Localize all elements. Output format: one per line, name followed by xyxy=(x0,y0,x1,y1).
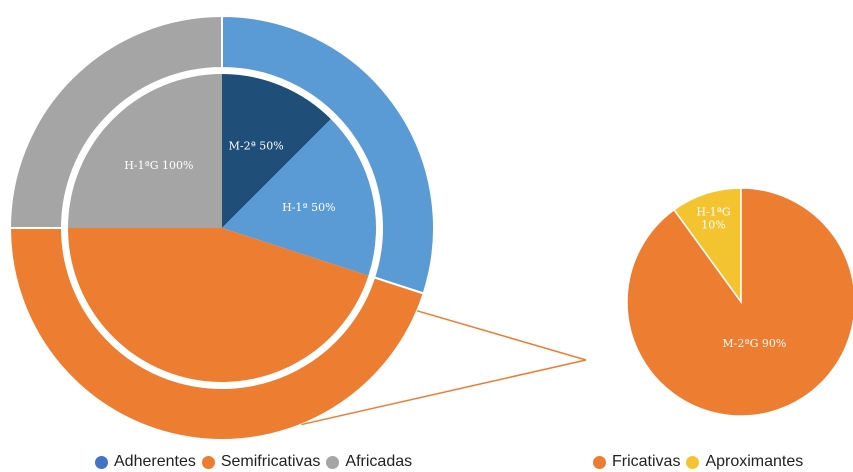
detail-label-1-line-1: H-1ªG xyxy=(696,205,730,218)
legend-label: Adherentes xyxy=(114,453,196,470)
legend-item-aproximantes: Aproximantes xyxy=(686,453,803,471)
outer-slice-africadas xyxy=(8,14,223,229)
legend-swatch xyxy=(95,455,108,469)
detail-label-1: H-1ªG 10% xyxy=(696,205,730,231)
inner-label-1: M-2ª 50% xyxy=(229,139,284,152)
detail-label-2-line-1: M-2ªG 90% xyxy=(722,337,786,350)
legend-swatch xyxy=(201,455,215,469)
inner-label-4: H-1ªG 100% xyxy=(124,159,193,172)
legend-label: Africadas xyxy=(345,453,413,470)
legend-item-africadas: Africadas xyxy=(326,453,412,471)
legend-item-fricativas: Fricativas xyxy=(593,453,680,471)
inner-slice-1 xyxy=(222,74,331,228)
connector-lines xyxy=(301,310,587,426)
legend-label: Semifricativas xyxy=(220,453,321,470)
legend-item-adherentes: Adherentes xyxy=(95,453,196,471)
inner-label-4-line-1: H-1ªG 100% xyxy=(124,159,193,172)
legend-main: Adherentes Semifricativas Africadas xyxy=(95,452,418,472)
legend-swatch xyxy=(593,455,606,469)
outer-slice-semifricativas xyxy=(8,227,425,441)
legend-detail: Fricativas Aproximantes xyxy=(593,452,809,472)
legend-swatch xyxy=(686,455,700,469)
inner-label-1-line-1: M-2ª 50% xyxy=(229,139,284,152)
inner-slice-2 xyxy=(222,119,376,276)
inner-label-2: H-1ª 50% xyxy=(282,201,335,214)
inner-slice-4 xyxy=(68,74,222,228)
legend-swatch xyxy=(326,455,340,469)
legend-label: Fricativas xyxy=(612,453,681,470)
connector-line-top xyxy=(416,310,587,361)
slice-labels: M-2ª 50% H-1ª 50% H-1ªG 100% H-1ªG 10% M-2ªG … xyxy=(124,139,786,350)
legend-item-semifricativas: Semifricativas xyxy=(201,453,321,471)
outer-ring xyxy=(8,14,435,441)
inner-label-2-line-1: H-1ª 50% xyxy=(282,201,335,214)
detail-label-2: M-2ªG 90% xyxy=(722,337,786,350)
detail-pie xyxy=(626,187,853,417)
detail-label-1-line-2: 10% xyxy=(701,218,725,231)
detail-slice-1 xyxy=(672,187,742,305)
inner-pie xyxy=(68,74,376,383)
inner-slice-3 xyxy=(68,228,369,383)
legend-label: Aproximantes xyxy=(705,453,804,470)
connector-line-bottom xyxy=(301,359,587,426)
detail-slice-2 xyxy=(626,187,853,417)
